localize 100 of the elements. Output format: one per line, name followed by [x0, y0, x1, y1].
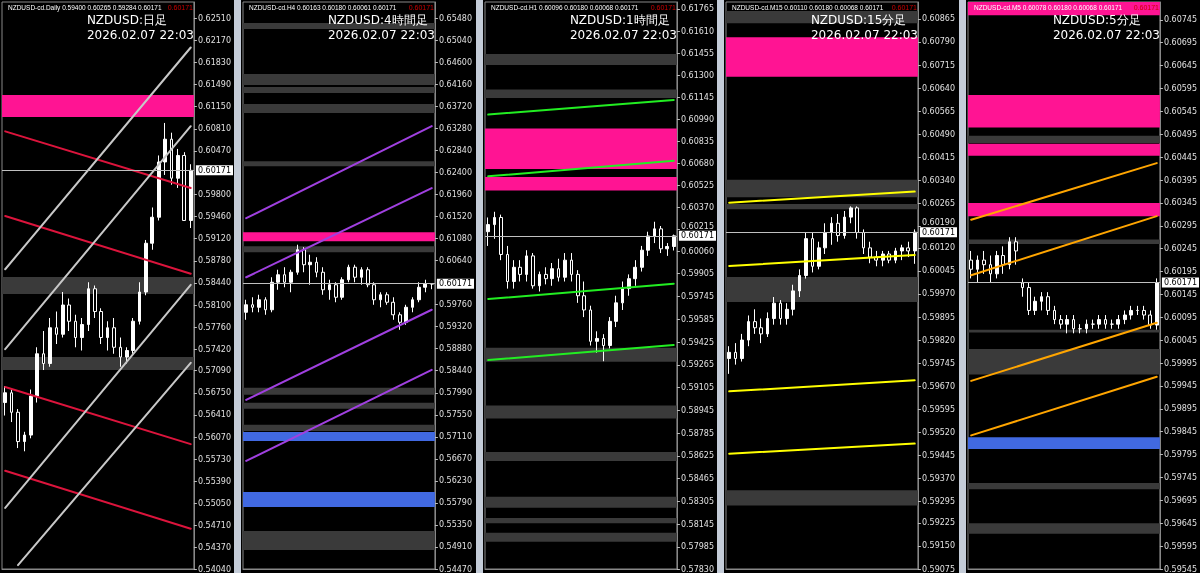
candlestick — [804, 231, 809, 280]
candlestick — [119, 337, 122, 368]
candlestick — [244, 299, 249, 321]
y-tick-label: 0.55730 — [197, 454, 232, 464]
y-tick-label: 0.59820 — [922, 335, 956, 345]
candlestick — [264, 296, 268, 316]
y-tick-label: 0.60640 — [922, 83, 956, 93]
candlestick — [334, 281, 339, 303]
candlestick — [645, 231, 650, 257]
y-tick-label: 0.60145 — [1163, 289, 1197, 299]
candlestick — [315, 256, 319, 278]
candlestick — [1064, 314, 1069, 334]
ref-line-label: 0.60171 — [680, 231, 714, 241]
candlestick — [511, 259, 516, 290]
candlestick — [1013, 236, 1018, 266]
candlestick — [537, 271, 541, 292]
y-tick-label: 0.59895 — [1163, 404, 1197, 414]
candlestick — [353, 264, 358, 283]
y-tick-label: 0.59895 — [922, 312, 956, 322]
y-tick-label: 0.59425 — [680, 337, 714, 347]
candlestick — [505, 245, 509, 290]
y-tick-label: 0.59445 — [922, 450, 956, 460]
y-tick-label: 0.62170 — [197, 35, 232, 45]
y-tick-label: 0.60045 — [922, 266, 956, 276]
y-tick-label: 0.59265 — [680, 360, 714, 370]
candlestick — [112, 317, 116, 355]
y-tick-label: 0.56070 — [197, 432, 232, 442]
y-tick-label: 0.54040 — [197, 564, 232, 573]
y-tick-label: 0.56750 — [197, 388, 232, 398]
y-tick-label: 0.59845 — [1163, 427, 1197, 437]
y-tick-label: 0.59970 — [922, 289, 956, 299]
candlestick — [862, 228, 866, 255]
candlestick — [182, 151, 186, 221]
candlestick — [93, 285, 97, 319]
y-tick-label: 0.64600 — [439, 57, 473, 67]
y-tick-label: 0.59995 — [1163, 358, 1197, 368]
y-tick-label: 0.59225 — [922, 518, 956, 528]
y-tick-label: 0.55350 — [439, 520, 473, 530]
y-tick-label: 0.65480 — [439, 13, 473, 23]
candlestick — [753, 308, 758, 335]
y-tick-label: 0.54470 — [439, 564, 473, 573]
y-tick-label: 0.59595 — [922, 404, 956, 414]
candlestick — [1122, 309, 1127, 325]
candlestick — [1058, 314, 1063, 330]
candlestick — [601, 333, 605, 362]
y-tick-label: 0.60835 — [680, 136, 714, 146]
y-tick-label: 0.59800 — [197, 189, 232, 199]
y-tick-label: 0.59645 — [1163, 518, 1197, 528]
y-tick-label: 0.60565 — [922, 106, 956, 116]
candlestick — [747, 314, 751, 347]
candlestick — [379, 291, 383, 308]
y-tick-label: 0.60445 — [1163, 152, 1197, 162]
candlestick — [16, 408, 20, 449]
y-tick-label: 0.60045 — [1163, 335, 1197, 345]
text: 2026.02.07 22:03 — [328, 28, 436, 42]
y-tick-label: 0.60990 — [680, 114, 714, 124]
candlestick — [588, 305, 592, 347]
y-tick-label: 0.60415 — [922, 152, 956, 162]
candlestick — [1141, 305, 1146, 321]
candlestick — [67, 298, 71, 332]
y-tick-label: 0.54710 — [197, 520, 232, 530]
candlestick — [779, 299, 783, 326]
candlestick — [517, 259, 522, 283]
candlestick — [830, 216, 834, 246]
y-tick-label: 0.58625 — [680, 451, 714, 461]
candlestick — [530, 252, 535, 290]
candlestick — [652, 221, 656, 244]
candlestick — [328, 279, 332, 301]
candlestick — [340, 276, 345, 301]
y-tick-label: 0.64160 — [439, 79, 473, 89]
candlestick — [823, 222, 828, 255]
y-tick-label: 0.57990 — [439, 388, 473, 398]
candlestick — [417, 281, 422, 303]
candlestick — [524, 249, 528, 283]
candlestick — [360, 266, 364, 286]
candlestick — [581, 281, 586, 318]
y-tick-label: 0.62510 — [197, 13, 232, 23]
y-tick-label: 0.60810 — [197, 124, 232, 134]
candlestick — [817, 241, 822, 270]
candlestick — [639, 245, 644, 273]
y-tick-label: 0.59295 — [922, 496, 956, 506]
candlestick — [251, 296, 255, 313]
candlestick — [55, 311, 58, 345]
candlestick — [1071, 314, 1075, 334]
y-tick-label: 0.60865 — [922, 14, 956, 24]
candlestick — [569, 252, 573, 283]
candlestick — [620, 281, 624, 311]
candlestick — [613, 295, 618, 328]
candlestick — [906, 241, 911, 258]
y-tick-label: 0.65040 — [439, 35, 473, 45]
candlestick — [843, 210, 847, 240]
candlestick — [302, 246, 307, 273]
y-tick-label: 0.58945 — [680, 405, 714, 415]
y-tick-label: 0.59795 — [1163, 450, 1197, 460]
y-tick-label: 0.57090 — [197, 366, 232, 376]
y-tick-label: 0.58440 — [197, 278, 232, 288]
candlestick — [398, 311, 403, 331]
candlestick — [1020, 277, 1024, 298]
candlestick — [1045, 291, 1050, 316]
candlestick — [1026, 282, 1031, 316]
